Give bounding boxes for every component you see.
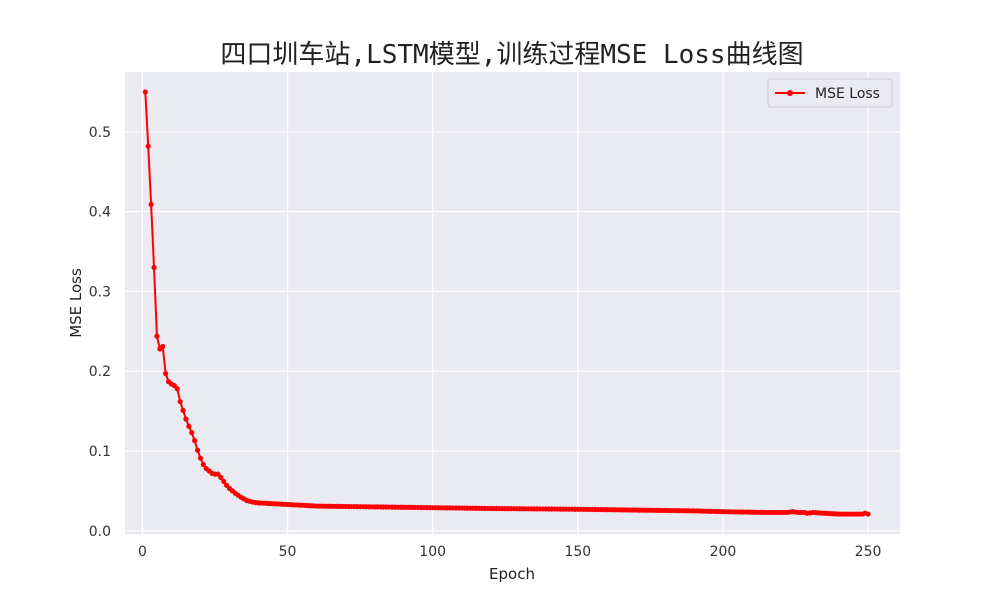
x-tick-labels: 0 50 100 150 200 250	[138, 544, 881, 560]
y-tick-label: 0.4	[89, 205, 111, 221]
x-tick-label: 250	[855, 544, 882, 560]
x-tick-label: 0	[138, 544, 147, 560]
data-point	[151, 264, 157, 271]
data-point	[163, 371, 169, 377]
data-point	[221, 478, 227, 484]
data-point	[189, 430, 195, 436]
data-point	[142, 89, 148, 95]
y-tick-labels: 0.0 0.1 0.2 0.3 0.4 0.5	[89, 125, 111, 540]
legend-entry-mse-loss: MSE Loss	[815, 86, 880, 102]
y-tick-label: 0.5	[89, 125, 111, 141]
x-tick-label: 150	[564, 544, 591, 560]
y-tick-label: 0.0	[89, 524, 111, 540]
x-tick-label: 50	[279, 544, 297, 560]
data-point	[186, 423, 192, 429]
y-axis-label: MSE Loss	[67, 268, 85, 338]
data-point	[145, 143, 151, 149]
data-point	[218, 474, 224, 480]
legend-box	[767, 78, 893, 108]
chart-title: 四口圳车站,LSTM模型,训练过程MSE Loss曲线图	[220, 40, 803, 70]
data-point	[865, 511, 871, 517]
data-point	[194, 447, 201, 453]
legend-marker-swatch	[787, 90, 793, 96]
y-tick-label: 0.3	[89, 284, 111, 300]
y-tick-label: 0.1	[89, 444, 111, 460]
plot-area	[125, 72, 900, 534]
data-point	[160, 343, 166, 350]
data-point	[177, 398, 183, 405]
x-tick-label: 200	[710, 544, 737, 560]
data-point	[180, 407, 186, 413]
data-point	[197, 455, 204, 461]
series-points-mse-loss	[142, 89, 871, 517]
data-point	[148, 201, 154, 208]
y-tick-label: 0.2	[89, 364, 111, 380]
data-point	[200, 461, 206, 468]
x-axis-label: Epoch	[489, 565, 535, 583]
data-point	[174, 386, 180, 392]
data-point	[154, 333, 160, 339]
data-point	[183, 416, 189, 422]
grid-lines	[125, 72, 900, 534]
legend: MSE Loss	[767, 78, 893, 108]
x-tick-label: 100	[419, 544, 446, 560]
data-point	[192, 438, 198, 444]
